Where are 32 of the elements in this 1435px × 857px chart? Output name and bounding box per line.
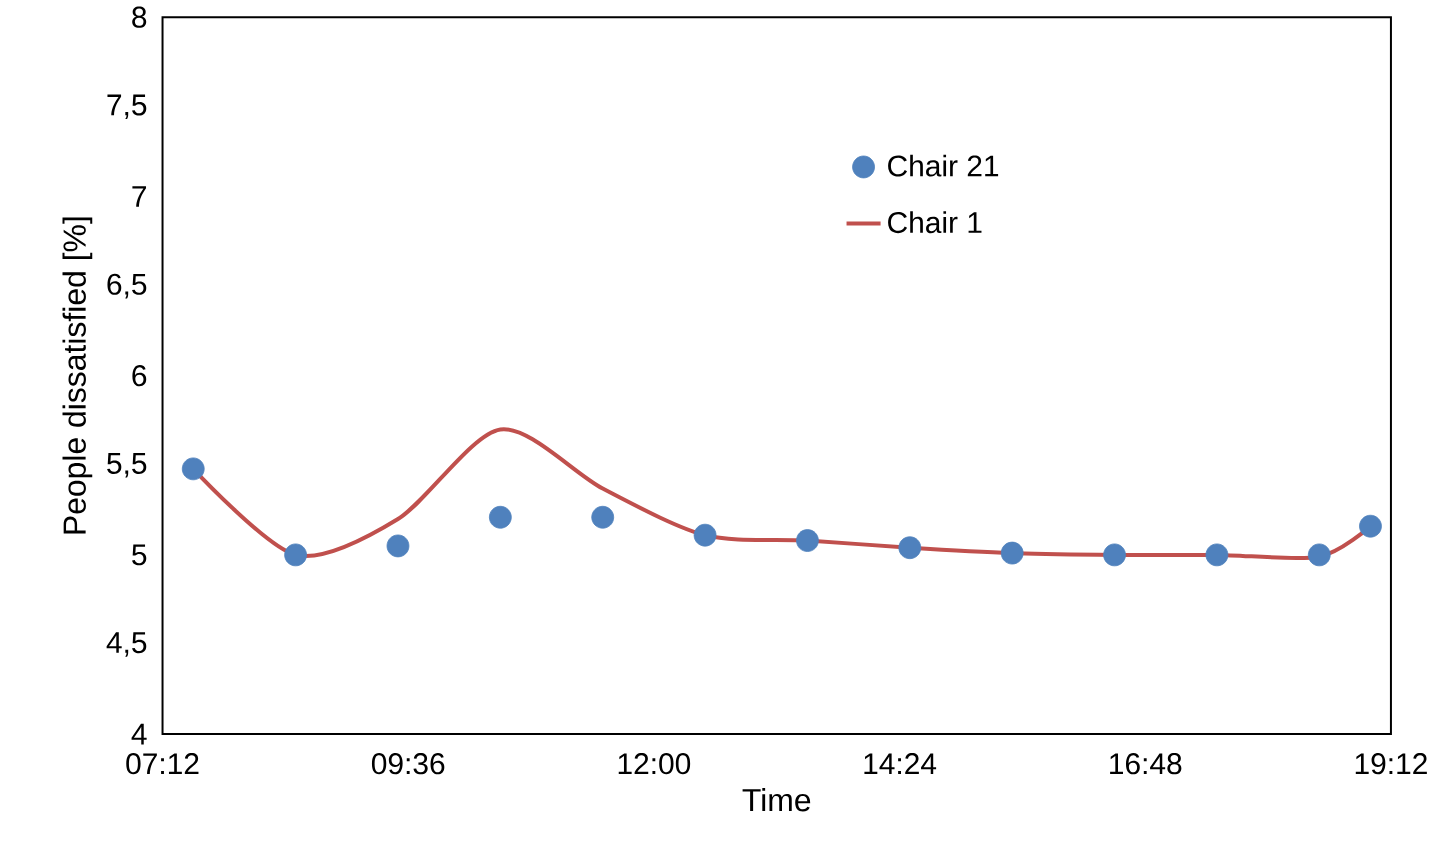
point	[898, 536, 922, 560]
point	[386, 534, 410, 558]
x-tick-label: 12:00	[618, 753, 691, 775]
point	[181, 457, 205, 481]
legend-label: Chair 21	[888, 154, 999, 177]
legend-label: Chair 1	[888, 211, 982, 234]
y-tick-label: 6	[132, 365, 147, 387]
x-axis-title: Time	[742, 788, 811, 812]
y-tick-label: 7	[132, 186, 147, 207]
x-tick-label: 16:48	[1110, 753, 1182, 775]
x-tick-label: 07:12	[126, 753, 199, 775]
y-tick-label: 7,5	[107, 94, 147, 120]
x-tick-label: 14:24	[864, 753, 937, 775]
point	[796, 529, 819, 553]
y-tick-label: 8	[132, 6, 147, 28]
point	[693, 523, 717, 547]
point	[1000, 541, 1024, 565]
y-tick-label: 6,5	[107, 273, 147, 299]
y-tick-label: 5	[132, 544, 147, 566]
y-axis-title: People dissatisfied [%]	[62, 217, 93, 534]
point	[284, 543, 307, 567]
point	[1359, 514, 1382, 538]
point	[1205, 543, 1229, 567]
point	[591, 506, 615, 529]
y-tick-label: 4	[131, 723, 147, 745]
y-tick-label: 5,5	[107, 453, 147, 478]
x-tick-label: 19:12	[1355, 753, 1427, 775]
point	[488, 506, 512, 529]
x-tick-label: 09:36	[371, 753, 445, 775]
point	[1103, 543, 1126, 567]
y-tick-label: 4,5	[106, 632, 147, 657]
point	[1307, 543, 1331, 567]
